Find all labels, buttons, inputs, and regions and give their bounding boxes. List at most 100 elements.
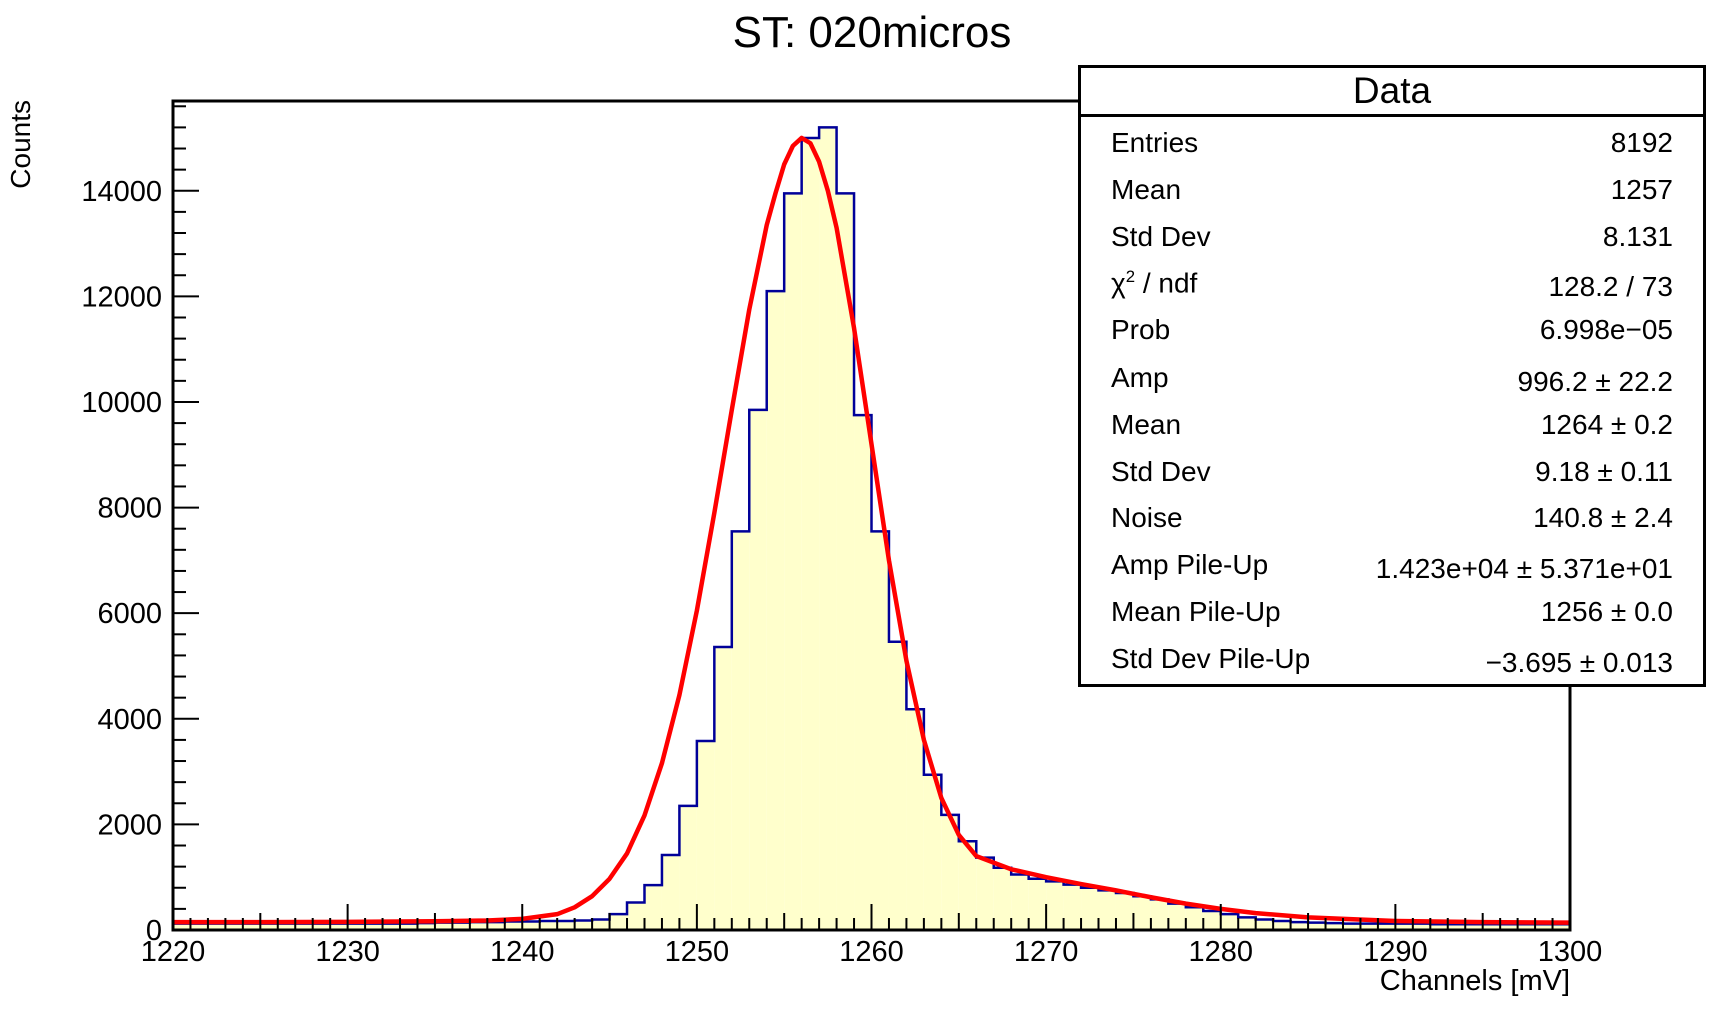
stats-title: Data bbox=[1081, 68, 1703, 117]
histogram-bar bbox=[1133, 896, 1151, 930]
histogram-bar bbox=[487, 922, 505, 930]
histogram-bar bbox=[1465, 924, 1483, 930]
histogram-bar bbox=[1360, 923, 1378, 930]
histogram-bar bbox=[627, 902, 645, 930]
stats-row: Prob 6.998e−05 bbox=[1081, 304, 1703, 350]
histogram-bar bbox=[784, 193, 802, 930]
histogram-bar bbox=[871, 531, 889, 930]
stats-label: Std Dev Pile-Up bbox=[1111, 643, 1311, 674]
histogram-bar bbox=[1185, 907, 1204, 930]
histogram-bar bbox=[365, 923, 383, 930]
stats-value: 8192 bbox=[1610, 127, 1673, 158]
stats-value: 8.131 bbox=[1602, 221, 1673, 252]
histogram-bar bbox=[225, 923, 243, 930]
histogram-bar bbox=[1290, 922, 1309, 930]
histogram-bar bbox=[714, 646, 732, 930]
histogram-bar bbox=[504, 921, 523, 930]
x-tick-label: 1230 bbox=[315, 936, 380, 968]
stats-row: Amp 996.2 ± 22.2 bbox=[1081, 352, 1703, 398]
histogram-bar bbox=[173, 923, 191, 930]
histogram-bar bbox=[941, 814, 959, 930]
stats-row: Std Dev 8.131 bbox=[1081, 211, 1703, 257]
histogram-bar bbox=[1081, 887, 1099, 930]
x-tick-label: 1300 bbox=[1538, 936, 1603, 968]
histogram-bar bbox=[1395, 923, 1413, 930]
histogram-bar bbox=[295, 923, 313, 930]
histogram-bar bbox=[993, 867, 1012, 930]
histogram-bar bbox=[242, 923, 261, 930]
stats-row: Noise 140.8 ± 2.4 bbox=[1081, 492, 1703, 538]
histogram-bar bbox=[1377, 923, 1396, 930]
histogram-bar bbox=[1482, 924, 1501, 930]
histogram-bar bbox=[382, 923, 401, 930]
histogram-bar bbox=[452, 922, 470, 930]
histogram-bar bbox=[400, 923, 418, 930]
stats-label: Std Dev bbox=[1111, 456, 1211, 487]
stats-value: 128.2 / 73 bbox=[1548, 271, 1673, 302]
histogram-bar bbox=[592, 919, 610, 930]
stats-label-superscript: 2 bbox=[1125, 267, 1136, 286]
histogram-bar bbox=[679, 805, 697, 930]
y-axis-label: Counts bbox=[5, 100, 36, 189]
fit-curve bbox=[173, 135, 1571, 925]
stats-label: Entries bbox=[1111, 127, 1199, 158]
histogram-bar bbox=[1552, 924, 1570, 930]
stats-row: Entries 8192 bbox=[1081, 117, 1703, 163]
axis-ticks: 1220 1230 1240 1250 1260 1270 1280 1290 1300 0 200… bbox=[81, 105, 1603, 968]
y-tick-label: 12000 bbox=[81, 281, 162, 313]
histogram-bar bbox=[854, 415, 872, 930]
stats-value: 1256 ± 0.0 bbox=[1540, 596, 1673, 627]
histogram-bar bbox=[888, 641, 907, 930]
stats-value: 1.423e+04 ± 5.371e+01 bbox=[1375, 553, 1673, 584]
x-tick-label: 1290 bbox=[1363, 936, 1428, 968]
stats-row: Mean Pile-Up 1256 ± 0.0 bbox=[1081, 586, 1703, 632]
histogram-bar bbox=[1063, 884, 1082, 930]
stats-label: Amp Pile-Up bbox=[1111, 549, 1269, 580]
histogram-bar bbox=[347, 923, 366, 930]
histogram-bar bbox=[469, 922, 488, 930]
histogram-bar bbox=[731, 531, 750, 930]
histogram-bar bbox=[976, 857, 994, 930]
stats-value: 140.8 ± 2.4 bbox=[1533, 502, 1673, 533]
histogram-bar bbox=[190, 923, 208, 930]
histogram-bar bbox=[1255, 919, 1274, 930]
stats-row: Std Dev 9.18 ± 0.11 bbox=[1081, 446, 1703, 492]
histogram-bar bbox=[522, 921, 540, 930]
histogram-bar bbox=[574, 920, 593, 930]
histogram-bar bbox=[1168, 903, 1186, 930]
x-tick-label: 1270 bbox=[1014, 936, 1079, 968]
stats-value: −3.695 ± 0.013 bbox=[1485, 647, 1673, 678]
histogram-bar bbox=[1273, 921, 1291, 930]
histogram-bar bbox=[1500, 924, 1518, 930]
stats-box: Data Entries 8192 Mean 1257 Std Dev 8.131 χ2 /… bbox=[1078, 65, 1706, 687]
x-tick-label: 1280 bbox=[1188, 936, 1253, 968]
histogram-bar bbox=[1115, 893, 1134, 930]
stats-row: Amp Pile-Up 1.423e+04 ± 5.371e+01 bbox=[1081, 539, 1703, 585]
histogram-bar bbox=[1325, 923, 1343, 930]
histogram-bar bbox=[1098, 890, 1116, 930]
stats-value: 1257 bbox=[1610, 174, 1673, 205]
histogram-bar bbox=[609, 914, 628, 930]
x-axis-label: Channels [mV] bbox=[1380, 965, 1570, 997]
histogram-bar bbox=[1150, 899, 1169, 930]
stats-value: 996.2 ± 22.2 bbox=[1517, 366, 1674, 397]
histogram-bar bbox=[1412, 923, 1431, 930]
stats-row: Mean 1264 ± 0.2 bbox=[1081, 399, 1703, 445]
y-tick-label: 0 bbox=[146, 915, 162, 947]
histogram-bar bbox=[661, 855, 680, 930]
chart-title: ST: 020micros bbox=[733, 8, 1012, 57]
histogram-bar bbox=[1308, 922, 1326, 930]
histogram-bar bbox=[277, 923, 296, 930]
histogram-bar bbox=[1220, 914, 1239, 930]
histogram-bar bbox=[836, 193, 855, 930]
histogram-bar bbox=[1011, 874, 1029, 930]
histogram-bar bbox=[923, 774, 942, 930]
histogram-bar bbox=[1342, 923, 1361, 930]
y-tick-label: 8000 bbox=[97, 493, 162, 525]
histogram-bar bbox=[417, 923, 435, 930]
histogram-bar bbox=[819, 127, 837, 931]
histogram-bar bbox=[260, 923, 278, 930]
histogram-bar bbox=[207, 923, 226, 930]
histogram-bar bbox=[330, 923, 348, 930]
histogram-bar bbox=[1238, 917, 1256, 930]
